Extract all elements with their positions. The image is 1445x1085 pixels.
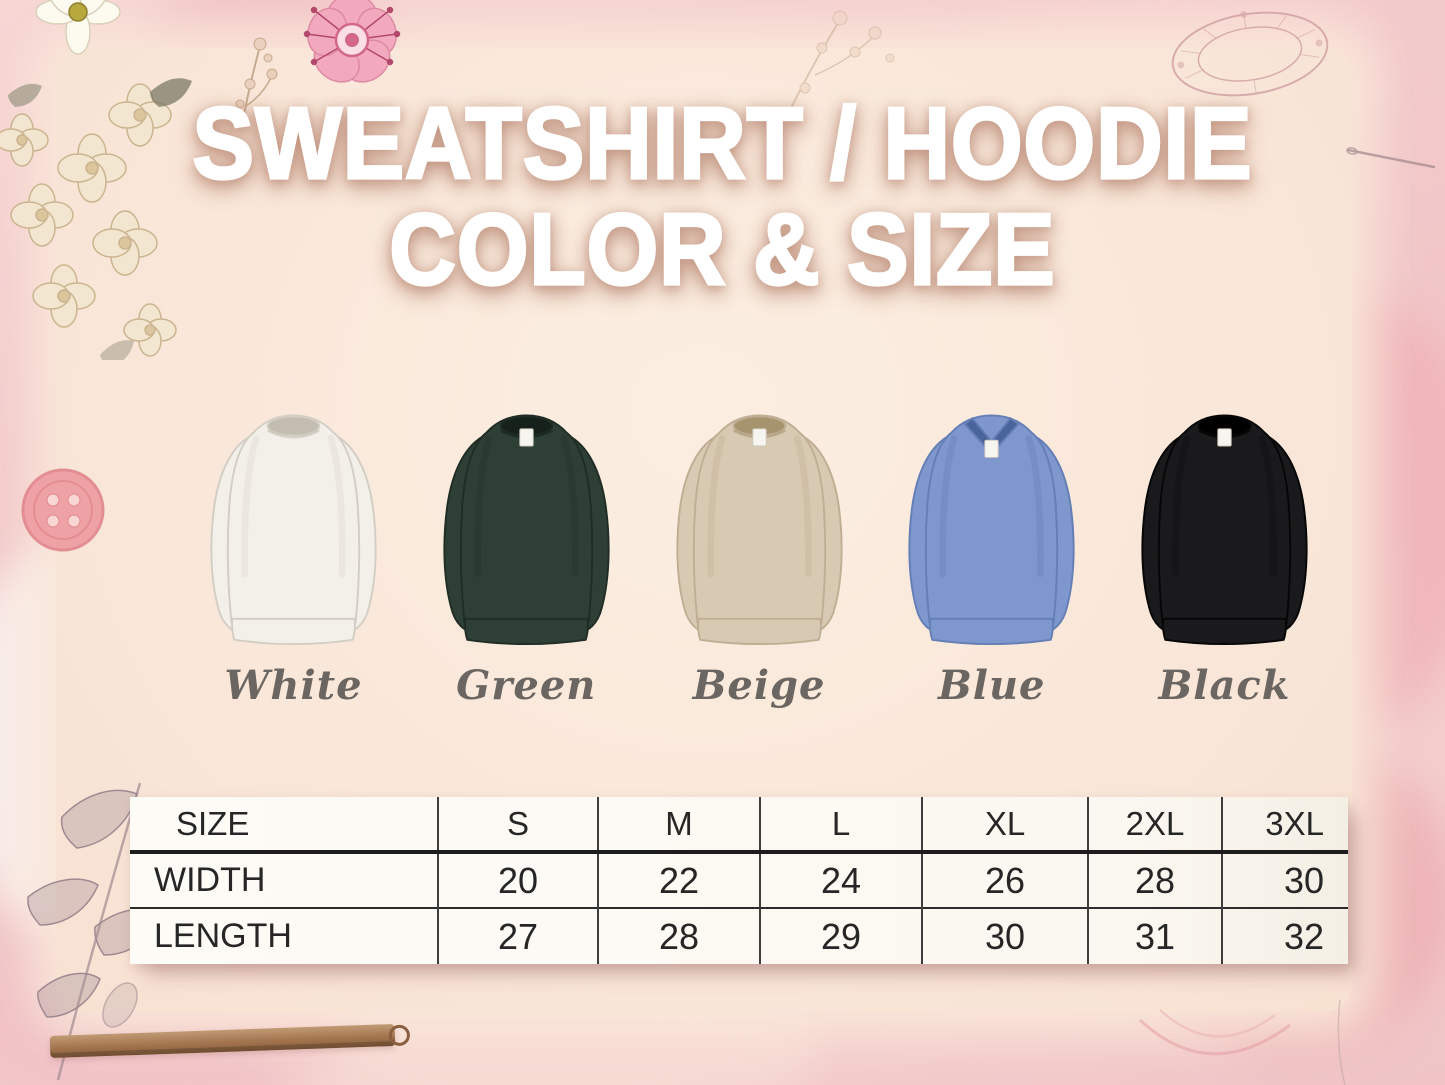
collar-tag-icon xyxy=(984,439,999,458)
size-value-cell: 30 xyxy=(1221,852,1348,908)
collar-tag-icon xyxy=(519,428,534,447)
color-options-row: White Green xyxy=(186,404,1332,740)
stitch-arcs-icon xyxy=(1138,1000,1346,1085)
page-title: SWEATSHIRT / HOODIE COLOR & SIZE xyxy=(0,89,1445,305)
title-line-1: SWEATSHIRT / HOODIE xyxy=(191,87,1253,201)
hem-band xyxy=(231,617,356,645)
size-column-header: XL xyxy=(921,797,1088,852)
size-row-label: LENGTH xyxy=(154,917,292,955)
collar-tag-icon xyxy=(1217,428,1232,447)
sweatshirt-color-option: Blue xyxy=(884,404,1099,740)
hem-band xyxy=(1162,617,1287,645)
hydrangea-cluster xyxy=(0,78,192,360)
color-label: White xyxy=(224,662,363,709)
size-value-cell: 28 xyxy=(1087,852,1222,908)
gypsophila-sprig xyxy=(235,37,278,127)
sweatshirt-image xyxy=(675,414,843,645)
crew-collar xyxy=(266,415,321,437)
sweatshirt-color-option: White xyxy=(186,404,401,740)
size-value-cell: 27 xyxy=(437,908,598,964)
gypsophila-sprig-icon xyxy=(789,10,895,111)
size-column-header: 2XL xyxy=(1087,797,1222,852)
sweatshirt-image xyxy=(1141,414,1308,645)
size-chart-table: SIZE S M L XL 2XL 3XL WIDTH 20 22 24 26 28 30 LENGTH 2… xyxy=(130,797,1348,964)
collar-tag-icon xyxy=(751,428,767,447)
size-column-header: L xyxy=(759,797,922,852)
hem-band xyxy=(463,617,589,645)
size-column-header: SIZE xyxy=(176,804,250,842)
color-label: Green xyxy=(456,662,597,709)
size-value-cell: 26 xyxy=(921,852,1088,908)
sweatshirt-color-option: Black xyxy=(1117,404,1332,740)
leaf-sketch-icon xyxy=(27,782,163,1081)
torso xyxy=(925,414,1059,624)
size-value-cell: 29 xyxy=(759,908,922,964)
size-chart-row: LENGTH 27 28 29 30 31 32 xyxy=(130,908,1348,964)
white-daisy xyxy=(35,0,121,55)
size-column-header: 3XL xyxy=(1221,797,1348,852)
color-label: Black xyxy=(1158,662,1291,709)
sweatshirt-image xyxy=(908,414,1075,645)
hem-band xyxy=(696,617,822,645)
sweatshirt-color-option: Green xyxy=(419,404,634,740)
hem-band xyxy=(929,617,1055,645)
size-value-cell: 24 xyxy=(759,852,922,908)
title-line-2: COLOR & SIZE xyxy=(388,193,1056,306)
size-column-header: S xyxy=(437,797,598,852)
size-row-label: WIDTH xyxy=(154,861,266,899)
color-label: Blue xyxy=(937,662,1046,709)
size-chart-header-row: SIZE S M L XL 2XL 3XL xyxy=(130,797,1348,852)
brooch-sketch-icon xyxy=(1171,10,1329,97)
needle-sketch-icon xyxy=(1346,147,1436,169)
size-value-cell: 32 xyxy=(1221,908,1348,964)
color-label: Beige xyxy=(692,662,826,709)
pink-blossom xyxy=(303,0,401,83)
size-chart-row: WIDTH 20 22 24 26 28 30 xyxy=(130,852,1348,908)
sweatshirt-image xyxy=(443,414,610,645)
size-value-cell: 28 xyxy=(597,908,760,964)
size-value-cell: 22 xyxy=(597,852,760,908)
size-value-cell: 20 xyxy=(437,852,598,908)
floral-decoration-top-left-icon xyxy=(0,0,401,360)
sweatshirt-image xyxy=(210,414,377,645)
button-icon xyxy=(21,468,105,552)
sweatshirt-color-option: Beige xyxy=(652,404,867,740)
size-value-cell: 31 xyxy=(1087,908,1222,964)
size-value-cell: 30 xyxy=(921,908,1088,964)
size-column-header: M xyxy=(597,797,760,852)
